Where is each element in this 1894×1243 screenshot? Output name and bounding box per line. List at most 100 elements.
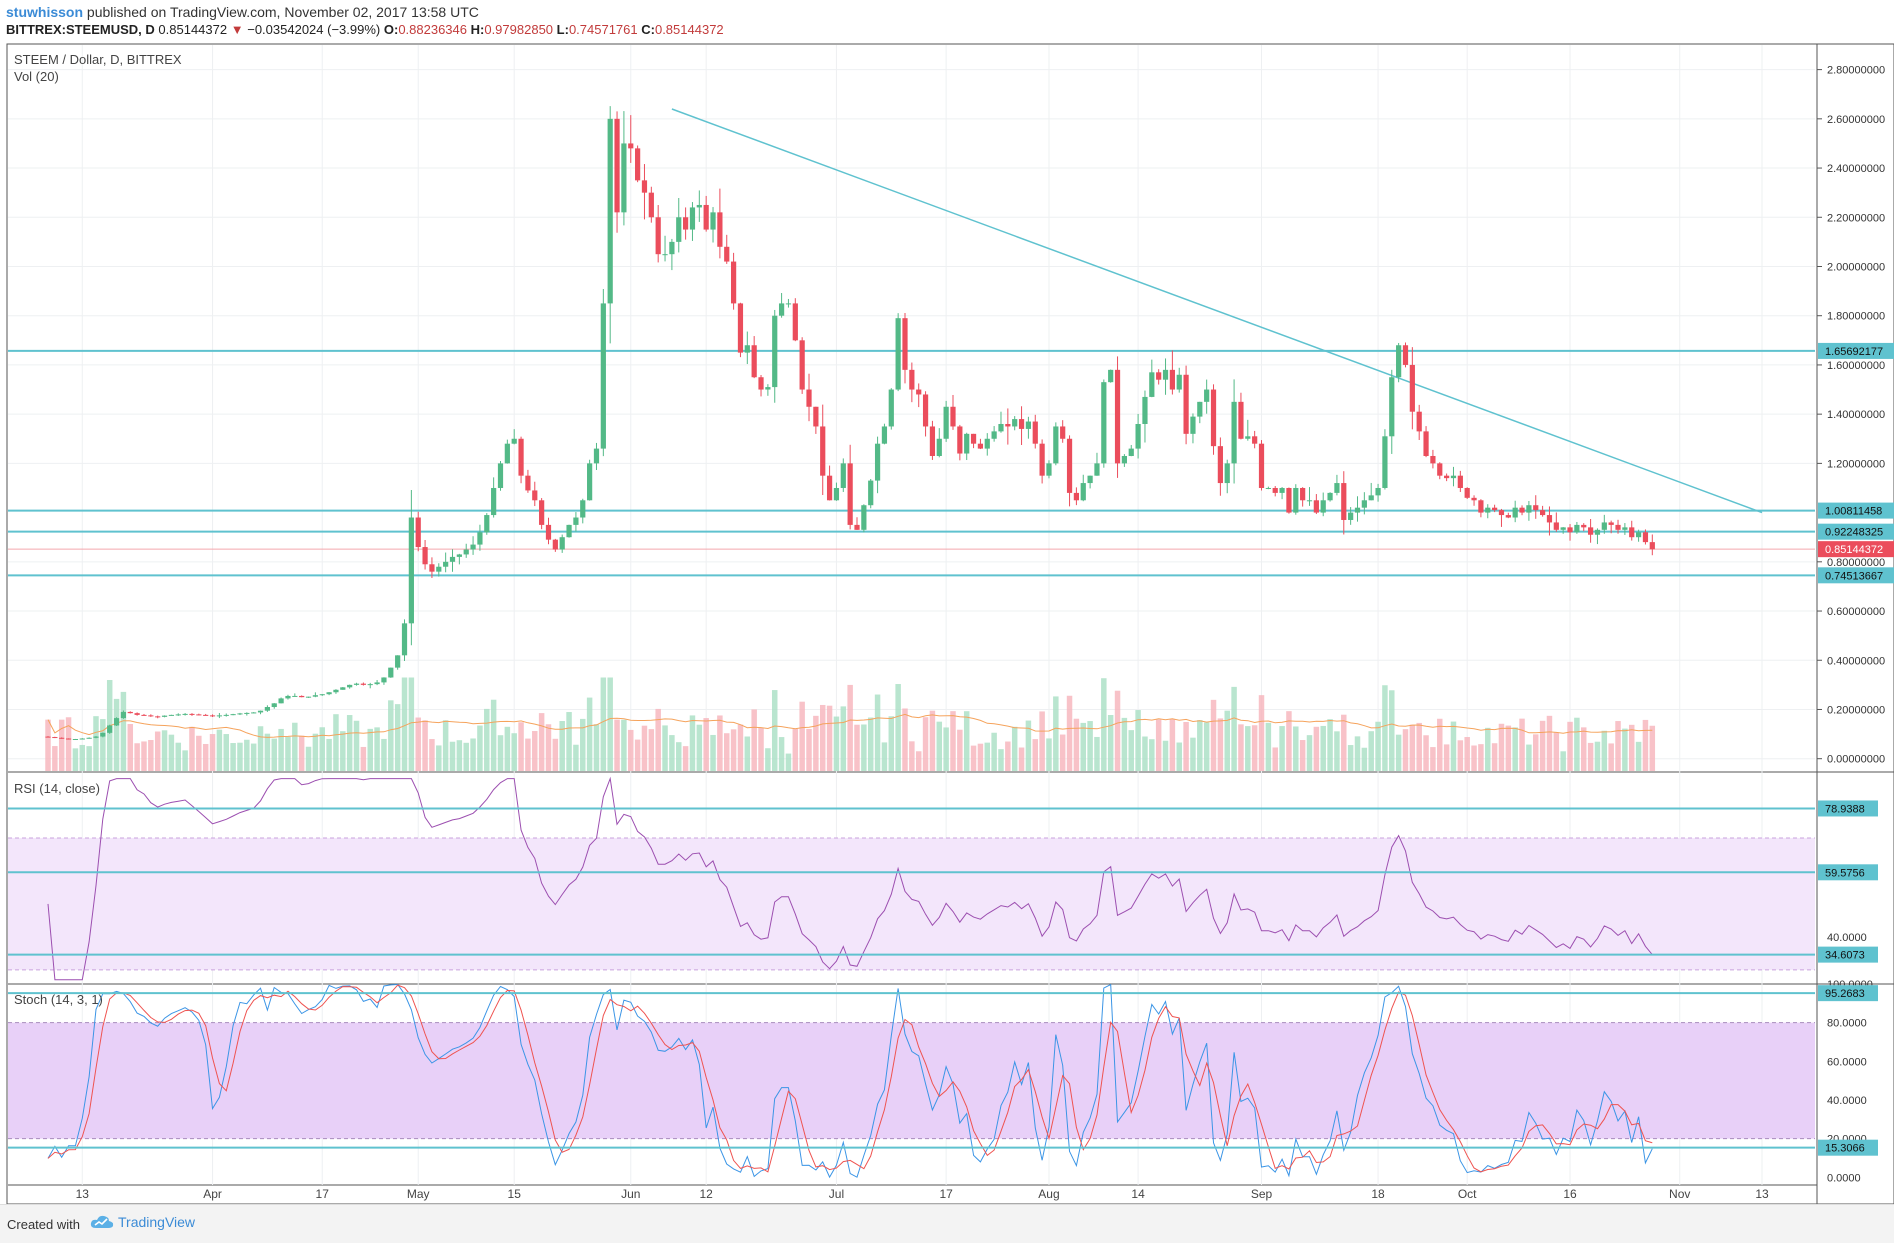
volume-bar xyxy=(1217,718,1224,771)
candle-body xyxy=(909,369,915,390)
volume-bar xyxy=(113,698,120,771)
candle-body xyxy=(1293,487,1299,513)
candle-body xyxy=(1066,438,1073,493)
volume-bar xyxy=(929,710,936,771)
volume-bar xyxy=(1272,747,1278,771)
volume-bar xyxy=(737,724,744,771)
x-tick-label: 17 xyxy=(939,1187,953,1201)
candle-body xyxy=(1587,527,1594,535)
candle-body xyxy=(367,684,373,686)
volume-bar xyxy=(984,742,991,771)
y-tick-label: 2.60000000 xyxy=(1827,114,1885,126)
tradingview-label: TradingView xyxy=(118,1214,196,1230)
candle xyxy=(1258,440,1265,491)
candle-body xyxy=(1546,515,1553,523)
candle xyxy=(717,188,723,259)
volume-bar xyxy=(230,743,236,771)
candle xyxy=(820,404,826,496)
volume-bar xyxy=(1491,743,1498,771)
candle xyxy=(1046,460,1052,479)
candle-body xyxy=(724,246,730,262)
volume-bar xyxy=(634,739,641,771)
candle-body xyxy=(1450,475,1457,479)
volume-bar xyxy=(717,715,723,771)
candle-body xyxy=(881,426,888,444)
stoch-level-badge xyxy=(1818,985,1878,1002)
candle-body xyxy=(1622,527,1628,530)
candle xyxy=(539,498,545,530)
candle-body xyxy=(696,204,702,208)
candle-body xyxy=(833,487,840,501)
candle xyxy=(1080,474,1086,502)
volume-bar xyxy=(436,745,442,771)
candle-body xyxy=(1005,423,1011,427)
volume-bar xyxy=(1169,719,1176,771)
candle-body xyxy=(1039,443,1045,476)
candle xyxy=(1224,459,1230,494)
candle-body xyxy=(1341,483,1347,520)
candle-body xyxy=(1258,443,1265,488)
level-price-label: 0.74513667 xyxy=(1825,570,1883,582)
volume-bar xyxy=(566,712,572,771)
candle xyxy=(449,549,456,572)
candle xyxy=(1286,487,1292,514)
candle-body xyxy=(662,254,668,256)
candle xyxy=(326,692,332,696)
stoch-y-tick-label: 80.0000 xyxy=(1827,1018,1867,1030)
volume-bar xyxy=(1025,720,1032,771)
candle-body xyxy=(388,667,394,678)
candle xyxy=(641,164,648,220)
candle-body xyxy=(916,389,922,395)
candle xyxy=(422,540,428,570)
volume-bar xyxy=(1087,721,1093,771)
candle-body xyxy=(957,426,963,454)
candle xyxy=(1512,500,1518,523)
candle xyxy=(168,714,175,716)
volume-bar xyxy=(1642,719,1649,771)
volume-bar xyxy=(1402,729,1409,771)
candle xyxy=(1642,529,1649,545)
volume-bar xyxy=(867,717,874,771)
volume-bar xyxy=(319,727,325,771)
candle xyxy=(607,106,613,344)
candle-body xyxy=(1265,487,1271,489)
candle-body xyxy=(360,683,366,685)
candle-body xyxy=(600,303,606,449)
candle xyxy=(1135,413,1141,459)
candle-body xyxy=(148,715,154,717)
candle-body xyxy=(539,500,545,525)
volume-bar xyxy=(895,684,901,771)
candle xyxy=(1622,523,1628,535)
ohlc-legend: BITTREX:STEEMUSD, D 0.85144372 ▼ −0.0354… xyxy=(6,22,724,37)
candle xyxy=(1252,430,1258,449)
candle-body xyxy=(1615,524,1621,530)
candle-body xyxy=(449,556,456,562)
candle-body xyxy=(977,443,984,449)
author-link[interactable]: stuwhisson xyxy=(6,4,84,20)
volume-bar xyxy=(360,746,367,771)
candle-body xyxy=(1252,436,1258,444)
main-pane-title: STEEM / Dollar, D, BITTREX xyxy=(14,52,182,67)
volume-bar xyxy=(813,715,819,771)
candle-body xyxy=(751,345,757,378)
candle xyxy=(1457,470,1463,492)
candle-body xyxy=(443,561,449,567)
volume-bar xyxy=(65,717,72,771)
candle xyxy=(614,111,620,233)
candle xyxy=(497,461,504,491)
volume-bar xyxy=(888,716,895,771)
candle xyxy=(559,534,565,553)
volume-bar xyxy=(758,727,764,771)
candle xyxy=(216,713,223,719)
candle xyxy=(72,738,79,741)
candle xyxy=(388,667,394,678)
tradingview-brand[interactable]: TradingView xyxy=(90,1214,195,1230)
candle-body xyxy=(1101,382,1107,464)
candle-body xyxy=(1135,423,1141,449)
chart-canvas[interactable]: 13 Apr 17 May 15 Jun 12 Jul 17 Aug 14 Sep 18 Oct 16 Nov… xyxy=(0,0,1894,1204)
candle-body xyxy=(1505,515,1511,518)
volume-bar xyxy=(991,732,997,771)
volume-bar xyxy=(401,677,408,771)
candle xyxy=(1546,506,1553,536)
candle-body xyxy=(497,463,504,488)
